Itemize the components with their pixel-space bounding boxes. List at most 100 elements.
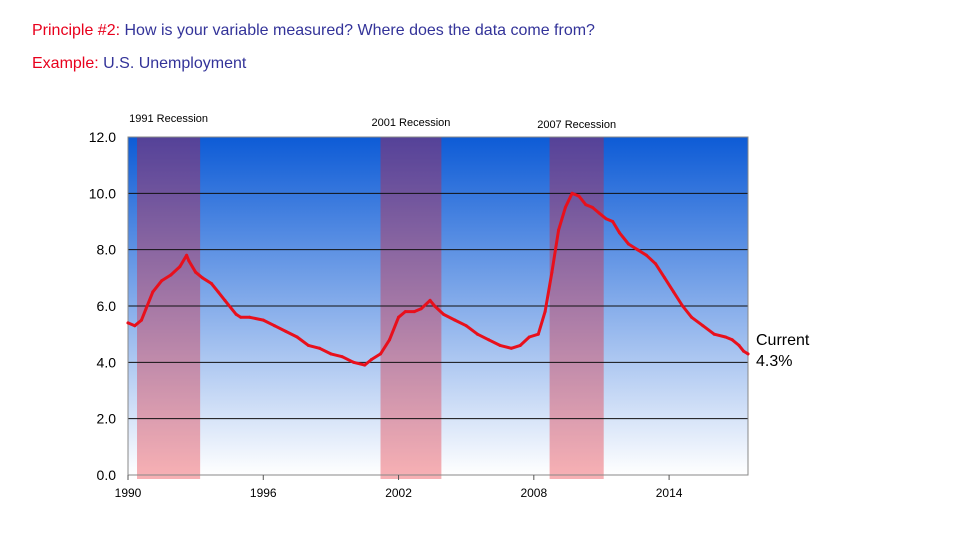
data-point xyxy=(730,338,734,342)
recession-label: 1991 Recession xyxy=(129,113,208,125)
data-point xyxy=(577,194,581,198)
data-point xyxy=(284,329,288,333)
data-point xyxy=(209,282,213,285)
data-point xyxy=(340,355,344,359)
data-point xyxy=(160,279,164,283)
data-point xyxy=(746,352,750,356)
principle-heading: Principle #2: How is your variable measu… xyxy=(32,22,595,40)
data-point xyxy=(370,358,373,361)
x-tick-label: 1996 xyxy=(250,486,277,500)
data-point xyxy=(570,191,574,195)
current-annotation-label: Current xyxy=(756,332,810,349)
example-label: Example xyxy=(32,55,95,72)
y-tick-label: 8.0 xyxy=(97,242,117,258)
data-point xyxy=(306,343,310,347)
data-point xyxy=(690,315,694,319)
data-point xyxy=(737,343,741,347)
data-point xyxy=(672,290,676,294)
current-annotation-value: 4.3% xyxy=(756,353,792,370)
data-point xyxy=(178,265,182,269)
recession-label: 2007 Recession xyxy=(537,119,616,131)
data-point xyxy=(563,205,567,209)
data-point xyxy=(433,304,437,308)
data-point xyxy=(701,324,705,328)
recession-label: 2001 Recession xyxy=(372,117,451,129)
y-tick-label: 6.0 xyxy=(97,298,117,314)
y-tick-label: 4.0 xyxy=(97,354,117,370)
data-point xyxy=(584,203,588,207)
data-point xyxy=(403,310,407,314)
data-point xyxy=(248,315,252,319)
data-point xyxy=(194,270,198,274)
data-point xyxy=(464,324,468,328)
data-point xyxy=(185,253,189,257)
y-tick-label: 2.0 xyxy=(97,411,117,427)
data-point xyxy=(133,324,137,328)
data-point xyxy=(261,318,265,322)
x-tick-label: 2008 xyxy=(520,486,547,500)
data-point xyxy=(223,298,227,302)
data-point xyxy=(611,220,615,223)
data-point xyxy=(590,205,594,209)
data-point xyxy=(681,304,685,308)
data-point xyxy=(663,276,667,280)
data-point xyxy=(536,332,540,336)
data-point xyxy=(724,335,727,339)
data-point xyxy=(318,346,322,350)
recession-band xyxy=(549,137,604,479)
data-point xyxy=(140,318,143,322)
y-axis-ticks: 0.0 2.0 4.0 6.0 8.0 10.0 12.0 xyxy=(89,129,116,483)
example-separator: : xyxy=(94,55,104,72)
recession-band xyxy=(380,137,442,479)
data-point xyxy=(295,335,299,339)
data-point xyxy=(216,290,220,294)
x-axis-ticks: 1990 1996 2002 2008 2014 xyxy=(115,475,683,500)
data-point xyxy=(604,217,608,221)
data-point xyxy=(712,332,716,336)
data-point xyxy=(363,363,367,367)
data-point xyxy=(329,352,333,356)
data-point xyxy=(498,343,502,347)
recession-labels: 1991 Recession 2001 Recession 2007 Recessi… xyxy=(129,113,616,131)
y-tick-label: 10.0 xyxy=(89,185,116,201)
data-point xyxy=(151,290,155,294)
data-point xyxy=(273,324,276,328)
data-point xyxy=(234,312,238,316)
y-tick-label: 12.0 xyxy=(89,129,116,145)
data-point xyxy=(239,315,243,319)
data-point xyxy=(352,360,355,364)
data-point xyxy=(200,276,204,280)
data-point xyxy=(645,253,648,257)
data-point xyxy=(397,315,400,319)
data-point xyxy=(187,259,191,263)
data-point xyxy=(419,307,423,311)
data-point xyxy=(169,273,173,277)
y-tick-label: 0.0 xyxy=(97,467,117,483)
data-point xyxy=(627,242,630,246)
data-point xyxy=(442,312,446,316)
principle-question: How is your variable measured? Where doe… xyxy=(124,22,595,39)
plot-frame xyxy=(127,136,749,476)
x-tick-label: 2002 xyxy=(385,486,412,500)
data-point xyxy=(412,310,416,314)
data-point xyxy=(636,248,639,252)
data-point xyxy=(388,338,391,342)
data-point xyxy=(453,318,457,322)
data-point xyxy=(476,332,479,336)
data-point xyxy=(379,352,382,356)
data-point xyxy=(742,349,745,353)
x-tick-label: 2014 xyxy=(656,486,683,500)
data-point xyxy=(126,321,130,325)
principle-separator: : xyxy=(115,22,125,39)
unemployment-line xyxy=(126,191,750,367)
data-point xyxy=(550,270,554,274)
series-layer xyxy=(126,191,750,367)
data-point xyxy=(428,298,432,302)
data-point xyxy=(144,307,148,311)
data-point xyxy=(543,310,547,314)
data-point xyxy=(618,231,621,235)
data-point xyxy=(518,343,522,347)
data-point xyxy=(557,228,561,232)
x-tick-label: 1990 xyxy=(115,486,142,500)
